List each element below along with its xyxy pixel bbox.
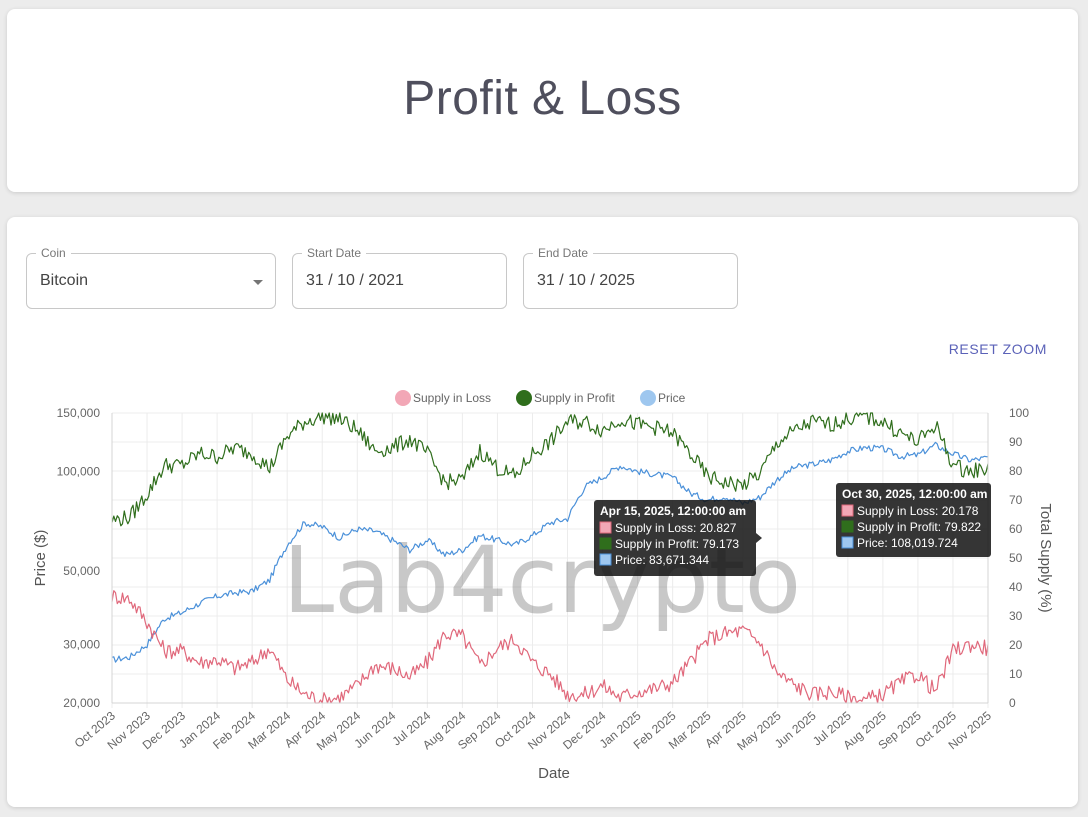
tooltip: Oct 30, 2025, 12:00:00 am Supply in Loss:… xyxy=(836,483,991,557)
right-tick-label: 60 xyxy=(1009,522,1023,536)
tooltip-swatch xyxy=(841,536,854,549)
left-axis-title: Price ($) xyxy=(32,530,49,587)
legend-swatch xyxy=(516,390,532,406)
tooltip-line: Supply in Profit: 79.822 xyxy=(857,520,981,534)
dropdown-caret-icon[interactable] xyxy=(253,280,263,285)
legend-item-price: Price xyxy=(640,390,686,406)
right-tick-label: 100 xyxy=(1009,406,1029,420)
tooltip-swatch xyxy=(599,521,612,534)
left-tick-label: 30,000 xyxy=(63,638,100,652)
series-line-price xyxy=(111,441,989,663)
tooltip-line: Supply in Loss: 20.178 xyxy=(857,504,979,518)
page-title: Profit & Loss xyxy=(403,72,682,125)
left-tick-label: 20,000 xyxy=(63,696,100,710)
legend-swatch xyxy=(395,390,411,406)
coin-label: Coin xyxy=(36,246,71,260)
coin-select[interactable]: Coin Bitcoin xyxy=(26,246,276,309)
legend-swatch xyxy=(640,390,656,406)
legend-item-supply-in-loss: Supply in Loss xyxy=(395,390,491,406)
legend-label: Supply in Profit xyxy=(534,391,615,405)
start-date-value[interactable]: 31 / 10 / 2021 xyxy=(306,272,404,289)
tooltip-line: Price: 108,019.724 xyxy=(857,536,958,550)
end-date-field[interactable]: End Date 31 / 10 / 2025 xyxy=(523,246,738,309)
legend[interactable]: Supply in Loss Supply in Profit Price xyxy=(395,390,686,406)
series-line-supply-in-loss xyxy=(111,590,989,704)
series-lines xyxy=(111,412,989,704)
tooltip-title: Apr 15, 2025, 12:00:00 am xyxy=(600,504,746,518)
end-date-label: End Date xyxy=(533,246,594,260)
tooltip: Apr 15, 2025, 12:00:00 am Supply in Loss:… xyxy=(594,500,762,576)
right-tick-label: 90 xyxy=(1009,435,1023,449)
right-tick-label: 10 xyxy=(1009,667,1023,681)
left-tick-label: 50,000 xyxy=(63,564,100,578)
legend-label: Supply in Loss xyxy=(413,391,491,405)
tooltip-box xyxy=(594,500,756,576)
right-tick-label: 0 xyxy=(1009,696,1016,710)
left-tick-label: 150,000 xyxy=(57,406,101,420)
tooltip-swatch xyxy=(599,537,612,550)
coin-value: Bitcoin xyxy=(40,272,89,289)
x-axis-title: Date xyxy=(538,765,570,782)
tooltip-line: Supply in Profit: 79.173 xyxy=(615,537,739,551)
tooltip-line: Supply in Loss: 20.827 xyxy=(615,521,737,535)
legend-label: Price xyxy=(658,391,686,405)
title-card: Profit & Loss xyxy=(7,9,1078,192)
tooltip-swatch xyxy=(841,520,854,533)
reset-zoom-button[interactable]: RESET ZOOM xyxy=(948,341,1047,357)
right-tick-label: 50 xyxy=(1009,551,1023,565)
right-tick-label: 20 xyxy=(1009,638,1023,652)
tooltip-swatch xyxy=(841,504,854,517)
start-date-field[interactable]: Start Date 31 / 10 / 2021 xyxy=(292,246,507,309)
legend-item-supply-in-profit: Supply in Profit xyxy=(516,390,615,406)
tooltip-title: Oct 30, 2025, 12:00:00 am xyxy=(842,487,987,501)
tooltip-line: Price: 83,671.344 xyxy=(615,553,709,567)
end-date-value[interactable]: 31 / 10 / 2025 xyxy=(537,272,635,289)
left-tick-label: 100,000 xyxy=(57,464,101,478)
right-tick-label: 40 xyxy=(1009,580,1023,594)
start-date-label: Start Date xyxy=(302,246,367,260)
tooltip-swatch xyxy=(599,553,612,566)
tooltips: Apr 15, 2025, 12:00:00 am Supply in Loss:… xyxy=(594,483,991,576)
right-tick-label: 70 xyxy=(1009,493,1023,507)
right-axis-title: Total Supply (%) xyxy=(1037,503,1054,612)
tooltip-box xyxy=(836,483,991,557)
right-tick-label: 80 xyxy=(1009,464,1023,478)
tooltip-arrow xyxy=(756,533,762,543)
series-line-supply-in-profit xyxy=(111,412,989,527)
right-tick-label: 30 xyxy=(1009,609,1023,623)
